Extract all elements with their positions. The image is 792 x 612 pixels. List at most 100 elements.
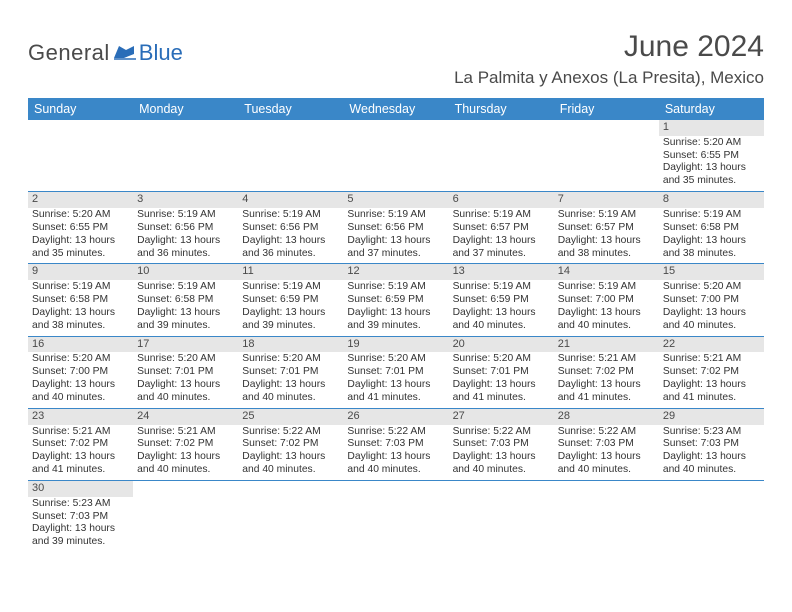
day-number: 9 <box>28 264 133 280</box>
sunrise-line: Sunrise: 5:21 AM <box>558 353 655 366</box>
daylight-line-2: and 38 minutes. <box>558 248 655 261</box>
sunset-line: Sunset: 6:56 PM <box>347 222 444 235</box>
sunset-line: Sunset: 7:03 PM <box>558 438 655 451</box>
day-body: Sunrise: 5:19 AMSunset: 6:59 PMDaylight:… <box>343 280 448 335</box>
weekday-tue: Tuesday <box>238 98 343 120</box>
daylight-line-2: and 41 minutes. <box>663 392 760 405</box>
day-number: 25 <box>238 409 343 425</box>
day-number: 2 <box>28 192 133 208</box>
daylight-line-1: Daylight: 13 hours <box>453 379 550 392</box>
daylight-line-2: and 40 minutes. <box>558 320 655 333</box>
day-cell: 13Sunrise: 5:19 AMSunset: 6:59 PMDayligh… <box>449 264 554 335</box>
daylight-line-1: Daylight: 13 hours <box>242 451 339 464</box>
daylight-line-2: and 41 minutes. <box>32 464 129 477</box>
sunset-line: Sunset: 6:58 PM <box>137 294 234 307</box>
sunrise-line: Sunrise: 5:20 AM <box>137 353 234 366</box>
sunset-line: Sunset: 6:56 PM <box>242 222 339 235</box>
day-number: 15 <box>659 264 764 280</box>
sunset-line: Sunset: 7:02 PM <box>558 366 655 379</box>
week-row: 9Sunrise: 5:19 AMSunset: 6:58 PMDaylight… <box>28 264 764 336</box>
day-number: 19 <box>343 337 448 353</box>
daylight-line-1: Daylight: 13 hours <box>558 235 655 248</box>
daylight-line-1: Daylight: 13 hours <box>242 307 339 320</box>
day-number: 7 <box>554 192 659 208</box>
daylight-line-1: Daylight: 13 hours <box>137 307 234 320</box>
day-number: 13 <box>449 264 554 280</box>
day-number: 22 <box>659 337 764 353</box>
daylight-line-2: and 40 minutes. <box>32 392 129 405</box>
day-cell: 14Sunrise: 5:19 AMSunset: 7:00 PMDayligh… <box>554 264 659 335</box>
sunset-line: Sunset: 7:02 PM <box>663 366 760 379</box>
day-number: 1 <box>659 120 764 136</box>
daylight-line-2: and 37 minutes. <box>347 248 444 261</box>
day-body: Sunrise: 5:19 AMSunset: 6:56 PMDaylight:… <box>343 208 448 263</box>
week-row: 23Sunrise: 5:21 AMSunset: 7:02 PMDayligh… <box>28 409 764 481</box>
daylight-line-1: Daylight: 13 hours <box>32 235 129 248</box>
day-body: Sunrise: 5:19 AMSunset: 6:57 PMDaylight:… <box>554 208 659 263</box>
flag-icon <box>114 44 136 65</box>
day-body: Sunrise: 5:19 AMSunset: 6:56 PMDaylight:… <box>238 208 343 263</box>
day-number: 23 <box>28 409 133 425</box>
day-cell: 29Sunrise: 5:23 AMSunset: 7:03 PMDayligh… <box>659 409 764 480</box>
day-body: Sunrise: 5:20 AMSunset: 7:01 PMDaylight:… <box>133 352 238 407</box>
day-number: 8 <box>659 192 764 208</box>
sunrise-line: Sunrise: 5:22 AM <box>453 426 550 439</box>
sunrise-line: Sunrise: 5:20 AM <box>242 353 339 366</box>
sunset-line: Sunset: 7:00 PM <box>663 294 760 307</box>
day-cell: 17Sunrise: 5:20 AMSunset: 7:01 PMDayligh… <box>133 337 238 408</box>
sunrise-line: Sunrise: 5:22 AM <box>242 426 339 439</box>
day-number: 16 <box>28 337 133 353</box>
daylight-line-1: Daylight: 13 hours <box>453 307 550 320</box>
sunrise-line: Sunrise: 5:21 AM <box>32 426 129 439</box>
day-number: 10 <box>133 264 238 280</box>
sunset-line: Sunset: 7:03 PM <box>347 438 444 451</box>
empty-cell <box>449 481 554 552</box>
day-number: 24 <box>133 409 238 425</box>
day-cell: 1Sunrise: 5:20 AMSunset: 6:55 PMDaylight… <box>659 120 764 191</box>
day-number: 26 <box>343 409 448 425</box>
sunset-line: Sunset: 6:59 PM <box>242 294 339 307</box>
daylight-line-2: and 39 minutes. <box>347 320 444 333</box>
day-number: 6 <box>449 192 554 208</box>
sunrise-line: Sunrise: 5:19 AM <box>242 209 339 222</box>
day-cell: 27Sunrise: 5:22 AMSunset: 7:03 PMDayligh… <box>449 409 554 480</box>
empty-cell <box>133 120 238 191</box>
sunrise-line: Sunrise: 5:19 AM <box>347 209 444 222</box>
day-body: Sunrise: 5:23 AMSunset: 7:03 PMDaylight:… <box>28 497 133 552</box>
day-body: Sunrise: 5:20 AMSunset: 6:55 PMDaylight:… <box>28 208 133 263</box>
day-body: Sunrise: 5:22 AMSunset: 7:03 PMDaylight:… <box>554 425 659 480</box>
daylight-line-1: Daylight: 13 hours <box>663 379 760 392</box>
week-row: 30Sunrise: 5:23 AMSunset: 7:03 PMDayligh… <box>28 481 764 552</box>
daylight-line-2: and 40 minutes. <box>453 320 550 333</box>
month-title: June 2024 <box>454 30 764 64</box>
day-body: Sunrise: 5:20 AMSunset: 7:00 PMDaylight:… <box>28 352 133 407</box>
sunset-line: Sunset: 7:01 PM <box>242 366 339 379</box>
day-body: Sunrise: 5:19 AMSunset: 6:58 PMDaylight:… <box>659 208 764 263</box>
day-number: 18 <box>238 337 343 353</box>
day-cell: 26Sunrise: 5:22 AMSunset: 7:03 PMDayligh… <box>343 409 448 480</box>
day-cell: 20Sunrise: 5:20 AMSunset: 7:01 PMDayligh… <box>449 337 554 408</box>
sunset-line: Sunset: 6:55 PM <box>663 150 760 163</box>
sunrise-line: Sunrise: 5:19 AM <box>558 281 655 294</box>
weekday-header-row: Sunday Monday Tuesday Wednesday Thursday… <box>28 98 764 120</box>
weekday-fri: Friday <box>554 98 659 120</box>
weekday-sun: Sunday <box>28 98 133 120</box>
week-row: 16Sunrise: 5:20 AMSunset: 7:00 PMDayligh… <box>28 337 764 409</box>
sunrise-line: Sunrise: 5:19 AM <box>32 281 129 294</box>
daylight-line-2: and 40 minutes. <box>663 464 760 477</box>
day-number: 28 <box>554 409 659 425</box>
day-number: 4 <box>238 192 343 208</box>
empty-cell <box>554 481 659 552</box>
daylight-line-1: Daylight: 13 hours <box>347 307 444 320</box>
sunset-line: Sunset: 6:57 PM <box>558 222 655 235</box>
sunset-line: Sunset: 7:01 PM <box>453 366 550 379</box>
sunrise-line: Sunrise: 5:20 AM <box>347 353 444 366</box>
daylight-line-2: and 41 minutes. <box>453 392 550 405</box>
day-body: Sunrise: 5:19 AMSunset: 7:00 PMDaylight:… <box>554 280 659 335</box>
empty-cell <box>238 481 343 552</box>
daylight-line-1: Daylight: 13 hours <box>32 451 129 464</box>
header: General Blue June 2024 La Palmita y Anex… <box>28 30 764 88</box>
day-body: Sunrise: 5:22 AMSunset: 7:02 PMDaylight:… <box>238 425 343 480</box>
sunrise-line: Sunrise: 5:19 AM <box>663 209 760 222</box>
daylight-line-1: Daylight: 13 hours <box>137 235 234 248</box>
